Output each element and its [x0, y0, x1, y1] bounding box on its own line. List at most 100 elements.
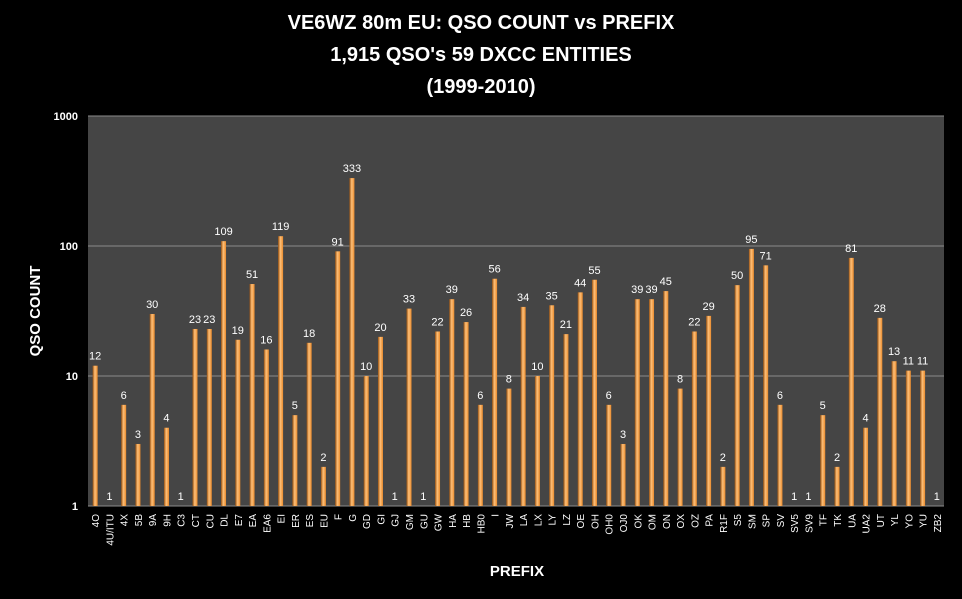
data-label-GW: 22 — [431, 316, 443, 328]
data-label-GI: 20 — [374, 322, 386, 334]
data-label-LY: 35 — [546, 290, 558, 302]
data-label-TK: 2 — [834, 452, 840, 464]
bar-GM — [406, 308, 412, 506]
data-label-OK: 39 — [631, 284, 643, 296]
data-label-UT: 28 — [874, 303, 886, 315]
data-label-YO: 11 — [903, 356, 914, 368]
bar-F — [335, 251, 341, 506]
bar-OZ — [691, 331, 697, 506]
x-tick-label-LX: LX — [533, 514, 544, 527]
data-label-HA: 39 — [446, 284, 458, 296]
bar-OM — [649, 299, 655, 506]
data-label-EI: 119 — [272, 221, 290, 233]
chart-title-line-3: (1999-2010) — [426, 76, 536, 98]
bar-E7 — [235, 339, 241, 506]
data-label-GD: 10 — [360, 361, 372, 373]
bar-layer — [92, 178, 926, 506]
x-tick-label-SV5: SV5 — [790, 514, 801, 533]
x-tick-label-OJ0: OJ0 — [619, 514, 630, 533]
bar-EA6 — [263, 349, 269, 506]
bar-SV — [777, 404, 783, 506]
bar-5B — [135, 443, 141, 506]
data-label-C3: 1 — [178, 491, 184, 503]
x-tick-label-OH0: OH0 — [605, 514, 616, 535]
x-tick-label-5B: 5B — [134, 514, 145, 527]
x-tick-label-HB: HB — [462, 514, 473, 528]
data-label-PA: 29 — [702, 301, 714, 313]
plot-area — [88, 116, 944, 506]
x-tick-label-C3: C3 — [177, 514, 188, 527]
bar-HA — [449, 299, 455, 506]
data-label-SV9: 1 — [805, 491, 811, 503]
x-tick-label-CT: CT — [191, 514, 202, 527]
x-tick-label-9A: 9A — [148, 514, 159, 527]
x-tick-label-LY: LY — [548, 514, 559, 526]
data-label-LX: 10 — [531, 361, 543, 373]
bar-TK — [834, 466, 840, 506]
y-tick-label: 10 — [66, 371, 78, 383]
data-label-9A: 30 — [146, 299, 158, 311]
x-tick-label-OM: OM — [648, 514, 659, 530]
bar-EI — [278, 236, 284, 506]
data-label-4U/ITU: 1 — [106, 491, 112, 503]
data-label-HB: 26 — [460, 307, 472, 319]
bar-YO — [905, 370, 911, 506]
x-tick-label-SP: SP — [762, 514, 773, 528]
x-tick-label-ES: ES — [305, 514, 316, 528]
x-tick-label-OE: OE — [576, 514, 587, 529]
bar-CU — [206, 328, 212, 506]
bar-OH — [591, 279, 597, 506]
bar-9H — [163, 427, 169, 506]
bar-OK — [634, 299, 640, 506]
x-tick-label-SV9: SV9 — [804, 514, 815, 533]
data-label-GU: 1 — [420, 491, 426, 503]
bar-S5 — [734, 285, 740, 506]
bar-OH0 — [606, 404, 612, 506]
bar-HB0 — [477, 404, 483, 506]
data-label-EA6: 16 — [260, 334, 272, 346]
data-label-I: 56 — [488, 264, 500, 276]
x-tick-label-GJ: GJ — [391, 514, 402, 527]
y-tick-label: 1000 — [54, 111, 78, 123]
data-label-SM: 95 — [745, 234, 757, 246]
bar-OX — [677, 388, 683, 506]
x-tick-label-TK: TK — [833, 514, 844, 527]
data-label-OH: 55 — [588, 265, 600, 277]
x-tick-label-GW: GW — [434, 513, 445, 531]
bar-SP — [763, 265, 769, 506]
x-tick-label-ER: ER — [291, 514, 302, 528]
data-label-4O: 12 — [89, 351, 101, 363]
x-tick-label-F: F — [334, 514, 345, 520]
y-tick-labels: 1 10 100 1000 — [54, 111, 78, 513]
bar-DL — [221, 241, 227, 506]
data-label-OE: 44 — [574, 277, 586, 289]
bar-LZ — [563, 334, 569, 506]
data-label-HB0: 6 — [477, 390, 483, 402]
data-label-R1F: 2 — [720, 452, 726, 464]
x-tick-label-UA: UA — [847, 514, 858, 528]
data-label-JW: 8 — [506, 374, 512, 386]
x-tick-label-GM: GM — [405, 514, 416, 530]
bar-ES — [306, 342, 312, 506]
bar-YU — [920, 370, 926, 506]
data-label-OZ: 22 — [688, 316, 700, 328]
data-label-TF: 5 — [820, 400, 826, 412]
data-label-SV: 6 — [777, 390, 783, 402]
data-label-ES: 18 — [303, 328, 315, 340]
x-axis-title: PREFIX — [490, 563, 544, 580]
data-label-4X: 6 — [121, 390, 127, 402]
chart-title-line-2: 1,915 QSO's 59 DXCC ENTITIES — [330, 44, 632, 66]
bar-CT — [192, 328, 198, 506]
chart-title-line-1: VE6WZ 80m EU: QSO COUNT vs PREFIX — [287, 12, 675, 34]
data-label-SV5: 1 — [791, 491, 797, 503]
bar-EA — [249, 284, 255, 506]
bar-GW — [435, 331, 441, 506]
x-tick-label-EU: EU — [319, 514, 330, 528]
x-tick-label-R1F: R1F — [719, 514, 730, 533]
data-label-GJ: 1 — [392, 491, 398, 503]
x-tick-label-TF: TF — [819, 514, 830, 526]
x-tick-label-OX: OX — [676, 514, 687, 529]
data-label-LA: 34 — [517, 292, 529, 304]
